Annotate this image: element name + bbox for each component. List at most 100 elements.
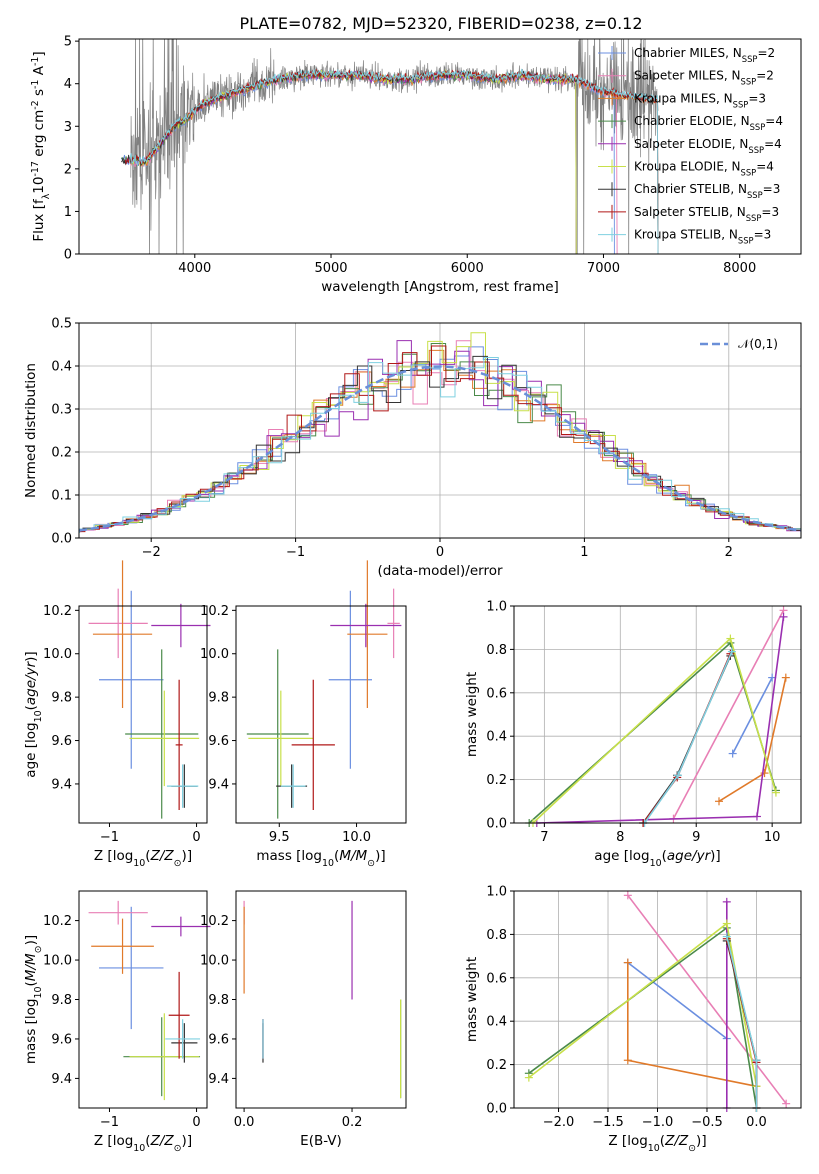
y-tick-label: 0.6 <box>486 971 507 986</box>
y-tick-label: 9.6 <box>208 734 229 749</box>
marker-weight-vs-age-0-0 <box>729 750 737 758</box>
x-axis-label: mass [log10(M/M⊙)] <box>256 848 385 869</box>
legend-label-1: Salpeter MILES, NSSP=2 <box>634 69 774 87</box>
model-line-0 <box>121 72 614 254</box>
point-mass-vs-Z-8 <box>165 1019 200 1058</box>
y-tick-label: 10.0 <box>200 647 229 662</box>
point-age-vs-Z-3 <box>125 649 198 818</box>
observed-spectrum <box>131 20 658 275</box>
point-age-vs-mass-2 <box>347 560 387 708</box>
x-axis-label: Z [log10(Z/Z⊙)] <box>94 848 192 869</box>
x-tick-label: 0 <box>192 830 200 845</box>
y-tick-label: 1 <box>64 205 72 220</box>
x-axis-label: wavelength [Angstrom, rest frame] <box>321 279 559 295</box>
y-tick-label: 4 <box>64 77 72 92</box>
y-tick-label: 9.4 <box>51 777 72 792</box>
spectrum-legend: Chabrier MILES, NSSP=2 Salpeter MILES, NS… <box>598 46 783 246</box>
y-axis-label: mass weight <box>464 672 480 757</box>
age-vs-Z-frame <box>79 606 207 823</box>
point-age-vs-Z-1 <box>89 589 148 658</box>
legend-label-7: Salpeter STELIB, NSSP=3 <box>634 205 779 223</box>
series-weight-vs-age-4 <box>537 617 784 823</box>
y-tick-label: 0.4 <box>486 730 507 745</box>
x-tick-label: 10 <box>764 830 781 845</box>
point-mass-vs-Z-0 <box>99 907 163 1029</box>
x-tick-label: −0.5 <box>691 1115 723 1130</box>
legend-label-3: Chabrier ELODIE, NSSP=4 <box>634 114 783 132</box>
x-tick-label: −1 <box>100 1115 119 1130</box>
x-tick-label: 8000 <box>723 261 756 276</box>
y-tick-label: 0.1 <box>51 489 72 504</box>
y-tick-label: 0.4 <box>486 1015 507 1030</box>
marker-weight-vs-age-4-1 <box>753 812 761 820</box>
point-mass-vs-Z-7 <box>169 972 190 1059</box>
y-tick-label: 10.2 <box>200 914 229 929</box>
x-tick-label: −1 <box>100 830 119 845</box>
y-tick-label: 0.2 <box>51 446 72 461</box>
y-tick-label: 9.4 <box>208 1072 229 1087</box>
y-tick-label: 0.8 <box>486 928 507 943</box>
point-age-vs-Z-2 <box>93 560 152 708</box>
y-tick-label: 10.2 <box>43 914 72 929</box>
x-axis-label: (data-model)/error <box>377 563 503 579</box>
legend-label-5: Kroupa ELODIE, NSSP=4 <box>634 160 774 178</box>
y-tick-label: 9.8 <box>208 691 229 706</box>
legend-label-8: Kroupa STELIB, NSSP=3 <box>634 228 771 246</box>
y-tick-label: 0.0 <box>486 1102 507 1117</box>
point-age-vs-Z-8 <box>167 764 198 807</box>
x-tick-label: 5000 <box>314 261 347 276</box>
y-tick-label: 9.8 <box>51 691 72 706</box>
y-tick-label: 9.4 <box>51 1072 72 1087</box>
marker-weight-vs-Z-4-0 <box>723 898 731 906</box>
point-age-vs-Z-0 <box>99 591 163 769</box>
y-tick-label: 5 <box>64 35 72 50</box>
x-tick-label: 0 <box>192 1115 200 1130</box>
point-age-vs-mass-4 <box>330 604 401 647</box>
series-weight-vs-Z-0 <box>628 963 727 1039</box>
marker-weight-vs-Z-8-1 <box>752 1056 760 1064</box>
y-tick-label: 9.6 <box>51 1032 72 1047</box>
point-age-vs-mass-3 <box>247 649 309 818</box>
y-axis-label: mass [log10(M/M⊙)] <box>23 935 44 1064</box>
point-age-vs-mass-7 <box>292 680 335 810</box>
point-age-vs-mass-5 <box>248 691 313 786</box>
legend-label-4: Salpeter ELODIE, NSSP=4 <box>634 137 782 155</box>
point-mass-vs-Z-5 <box>130 1013 200 1100</box>
model-line-8 <box>129 69 658 254</box>
x-tick-label: 9 <box>692 830 700 845</box>
legend-label-0: Chabrier MILES, NSSP=2 <box>634 46 775 64</box>
series-weight-vs-age-2 <box>719 678 786 802</box>
x-tick-label: 0.0 <box>746 1115 767 1130</box>
y-tick-label: 0.0 <box>486 817 507 832</box>
y-tick-label: 0 <box>64 248 72 263</box>
legend-label-6: Chabrier STELIB, NSSP=3 <box>634 182 780 200</box>
x-tick-label: 7000 <box>587 261 620 276</box>
y-tick-label: 1.0 <box>486 600 507 615</box>
x-tick-label: −2 <box>142 545 161 560</box>
histogram-5 <box>67 333 818 531</box>
mass-vs-EBV-frame <box>236 891 406 1108</box>
age-vs-mass-frame <box>236 606 406 823</box>
marker-weight-vs-Z-2-1 <box>624 1056 632 1064</box>
y-tick-label: 2 <box>64 162 72 177</box>
x-tick-label: −1 <box>286 545 305 560</box>
x-tick-label: 0.0 <box>234 1115 255 1130</box>
x-tick-label: −2.0 <box>543 1115 575 1130</box>
y-tick-label: 9.6 <box>208 1032 229 1047</box>
series-weight-vs-age-5 <box>533 639 776 824</box>
x-axis-label: Z [log10(Z/Z⊙)] <box>94 1133 192 1154</box>
figure-title: PLATE=0782, MJD=52320, FIBERID=0238, z=0… <box>239 14 642 33</box>
x-tick-label: 9.5 <box>269 830 290 845</box>
histogram-1 <box>66 341 817 532</box>
y-tick-label: 0.0 <box>51 532 72 547</box>
x-tick-label: 10.0 <box>342 830 371 845</box>
y-tick-label: 3 <box>64 120 72 135</box>
model-line-3 <box>121 72 576 254</box>
point-age-vs-mass-1 <box>387 589 399 658</box>
y-tick-label: 0.3 <box>51 403 72 418</box>
